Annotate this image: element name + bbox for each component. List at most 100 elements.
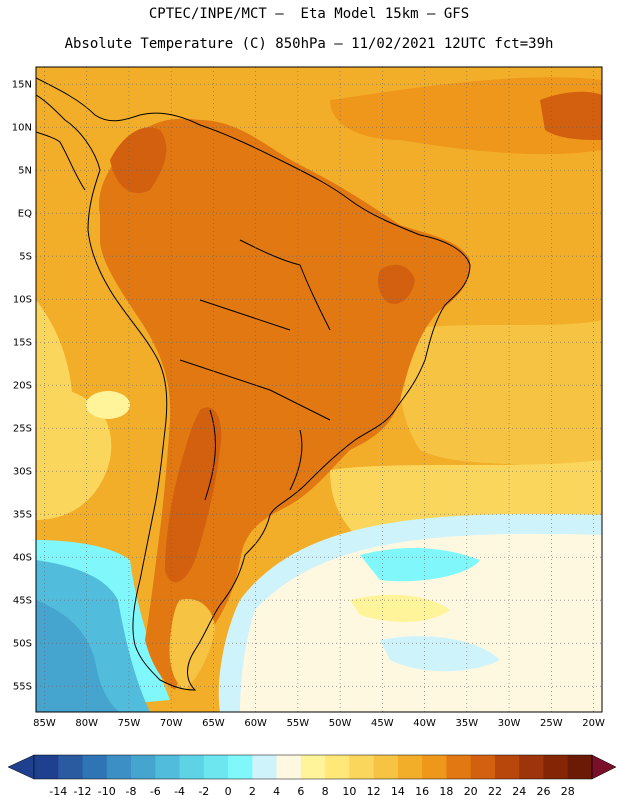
longitude-labels: 85W 80W 75W 70W 65W 60W 55W 50W 45W 40W 35W 30W 25W 2… (33, 718, 605, 729)
continent-hot-northeast (377, 264, 415, 304)
lat-tick-label: 10S (13, 295, 32, 306)
lon-tick-label: 85W (33, 718, 56, 729)
colorbar-swatch (34, 755, 59, 779)
colorbar-swatch (494, 755, 520, 779)
colorbar-swatch (131, 755, 156, 779)
colorbar-tick-label: -10 (98, 785, 116, 798)
colorbar-tick-label: 0 (225, 785, 232, 798)
colorbar-tick-label: 24 (512, 785, 526, 798)
map-frame (35, 66, 603, 713)
colorbar-tick-label: -6 (150, 785, 161, 798)
colorbar-swatch (373, 755, 399, 779)
latitude-labels: 15N 10N 5N EQ 5S 10S 15S 20S 25S 30S 35S 40S 45S 50S 5… (12, 80, 32, 693)
field-atlantic-yellow-patch (350, 594, 450, 622)
field-north-atlantic-warm (330, 77, 602, 155)
lat-tick-label: 45S (13, 596, 32, 607)
lon-tick-label: 45W (371, 718, 394, 729)
lat-tick-label: EQ (18, 209, 32, 220)
colorbar-labels: -14 -12 -10 -8 -6 -4 -2 0 2 4 6 8 10 12 14 16 18 20 22 24 26… (49, 785, 574, 798)
coastline-south-america (36, 77, 471, 691)
lon-tick-label: 25W (540, 718, 563, 729)
colorbar-swatch (203, 755, 229, 779)
colorbar-swatch (179, 755, 205, 779)
field-atlantic-pale-patch (380, 636, 500, 672)
colorbar-swatch (276, 755, 302, 779)
coastlines (36, 77, 471, 691)
colorbar-tick-label: 18 (439, 785, 453, 798)
chart-title-line2: Absolute Temperature (C) 850hPa – 11/02/… (64, 36, 554, 52)
colorbar-max-arrow (591, 754, 617, 780)
field-pacific-yellow (36, 380, 112, 520)
colorbar-tick-label: -2 (198, 785, 209, 798)
lon-tick-label: 65W (202, 718, 225, 729)
colorbar-swatch (519, 755, 544, 779)
colorbar-swatch (155, 755, 181, 779)
lon-tick-label: 80W (75, 718, 98, 729)
lat-tick-label: 25S (13, 424, 32, 435)
colorbar-swatch (325, 755, 350, 779)
lat-tick-label: 10N (12, 123, 32, 134)
field-south-pacific-deep (36, 600, 120, 712)
lon-tick-label: 20W (582, 718, 605, 729)
colorbar-frame (33, 754, 593, 780)
continent-cooler-patagonia (169, 599, 215, 690)
country-borders (179, 239, 331, 501)
colorbar-swatch (543, 755, 569, 779)
colorbar-tick-label: 2 (249, 785, 256, 798)
field-pacific-spot (86, 391, 130, 419)
continent-hot-andes (165, 407, 222, 583)
colorbar-tick-label: -14 (49, 785, 67, 798)
lat-tick-label: 5N (18, 166, 32, 177)
lat-tick-label: 50S (13, 639, 32, 650)
colorbar-swatch (349, 755, 375, 779)
lat-tick-label: 15S (13, 338, 32, 349)
colorbar-tick-label: 14 (391, 785, 405, 798)
lat-tick-label: 5S (19, 252, 32, 263)
colorbar-swatch (567, 755, 593, 779)
colorbar-swatch (252, 755, 278, 779)
lat-tick-label: 30S (13, 467, 32, 478)
colorbar-swatch (470, 755, 496, 779)
lon-tick-label: 50W (329, 718, 352, 729)
lon-tick-label: 35W (456, 718, 479, 729)
colorbar-tick-label: 6 (297, 785, 304, 798)
colorbar-tick-label: 4 (273, 785, 280, 798)
colorbar-tick-label: 10 (342, 785, 356, 798)
continent-hot-north (110, 127, 167, 194)
colorbar-tick-label: 20 (464, 785, 478, 798)
lat-tick-label: 35S (13, 510, 32, 521)
lat-tick-label: 55S (13, 682, 32, 693)
field-atlantic-band (398, 320, 602, 470)
colorbar-tick-label: 16 (415, 785, 429, 798)
lon-tick-label: 70W (160, 718, 183, 729)
colorbar-swatch (228, 755, 253, 779)
chart-title-line1: CPTEC/INPE/MCT – Eta Model 15km – GFS (148, 6, 470, 22)
lat-tick-label: 20S (13, 381, 32, 392)
lon-tick-label: 55W (287, 718, 310, 729)
colorbar-swatch (446, 755, 472, 779)
lon-tick-label: 60W (244, 718, 267, 729)
colorbar-tick-label: -8 (126, 785, 137, 798)
colorbar-tick-label: 28 (561, 785, 575, 798)
map-field (36, 67, 602, 712)
lat-tick-label: 15N (12, 80, 32, 91)
colorbar-swatch (82, 755, 108, 779)
colorbar-swatch (300, 755, 326, 779)
lon-tick-label: 75W (118, 718, 141, 729)
colorbar-swatch (397, 755, 423, 779)
central-america-coast (36, 131, 86, 191)
colorbar-tick-label: -12 (74, 785, 92, 798)
colorbar-tick-label: -4 (174, 785, 185, 798)
colorbar-tick-label: 22 (488, 785, 502, 798)
colorbar-swatch (58, 755, 84, 779)
colorbar-swatch (422, 755, 447, 779)
field-atlantic-cold-patch (360, 548, 480, 582)
colorbar-swatch (106, 755, 132, 779)
field-north-atlantic-hot (540, 91, 602, 140)
colorbar (7, 754, 617, 780)
lon-tick-label: 40W (413, 718, 436, 729)
lat-tick-label: 40S (13, 553, 32, 564)
lon-tick-label: 30W (498, 718, 521, 729)
colorbar-min-arrow (7, 754, 35, 780)
